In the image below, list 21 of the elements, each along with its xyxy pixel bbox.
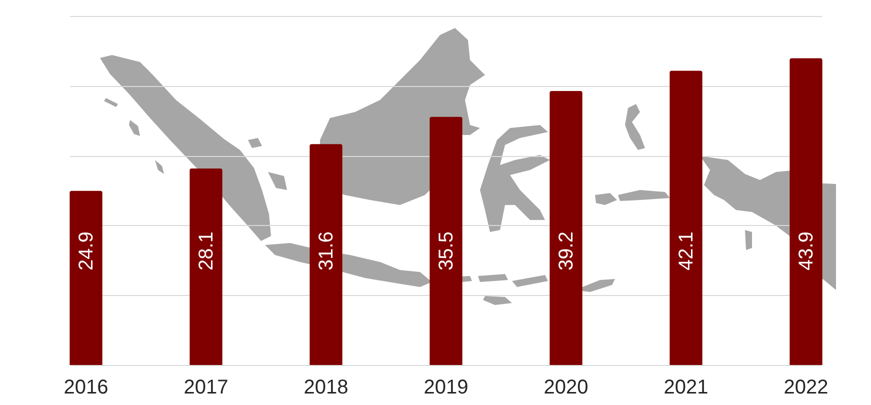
bar bbox=[670, 70, 702, 365]
x-tick-label: 2017 bbox=[184, 376, 228, 399]
bar bbox=[790, 58, 822, 365]
bar bbox=[70, 190, 102, 365]
data-label: 42.1 bbox=[676, 232, 698, 270]
bar bbox=[430, 116, 462, 365]
data-label: 43.9 bbox=[796, 232, 818, 270]
data-label: 31.6 bbox=[316, 232, 338, 270]
data-label: 24.9 bbox=[76, 232, 98, 270]
bar bbox=[550, 91, 582, 365]
data-label: 39.2 bbox=[556, 232, 578, 270]
x-tick-label: 2018 bbox=[304, 376, 348, 399]
data-label: 28.1 bbox=[196, 232, 218, 270]
bar bbox=[310, 144, 342, 365]
x-tick-label: 2016 bbox=[64, 376, 108, 399]
data-label: 35.5 bbox=[436, 232, 458, 270]
x-tick-label: 2022 bbox=[784, 376, 828, 399]
x-tick-label: 2019 bbox=[424, 376, 468, 399]
x-tick-label: 2021 bbox=[664, 376, 708, 399]
bar bbox=[190, 168, 222, 365]
x-tick-label: 2020 bbox=[544, 376, 588, 399]
